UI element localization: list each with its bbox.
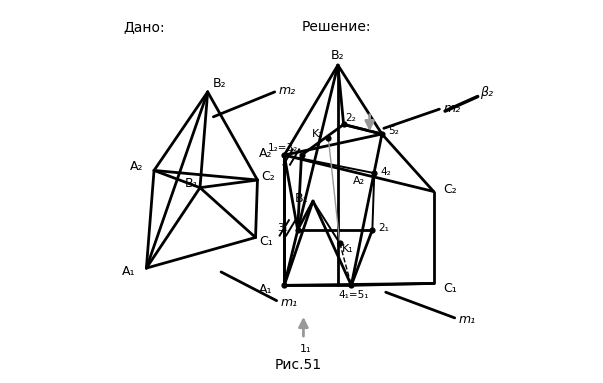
Text: A₂: A₂ xyxy=(259,147,273,160)
Text: K₂: K₂ xyxy=(312,129,324,139)
Text: 3₁: 3₁ xyxy=(277,223,288,233)
Text: Дано:: Дано: xyxy=(124,20,165,34)
Text: 1₁: 1₁ xyxy=(300,344,311,354)
Text: A₁: A₁ xyxy=(259,283,273,296)
Text: m₁: m₁ xyxy=(280,296,297,309)
Text: β₂: β₂ xyxy=(479,86,493,99)
Text: A₂: A₂ xyxy=(353,176,365,186)
Text: B₁: B₁ xyxy=(295,192,308,205)
Text: m₁: m₁ xyxy=(458,313,476,326)
Text: A₂: A₂ xyxy=(130,160,144,173)
Text: C₂: C₂ xyxy=(443,183,457,196)
Text: 2₂: 2₂ xyxy=(346,113,356,123)
Text: 2₁: 2₁ xyxy=(379,223,390,233)
Text: K₁: K₁ xyxy=(342,244,353,254)
Text: B₂: B₂ xyxy=(331,49,345,62)
Text: A₁: A₁ xyxy=(122,265,136,278)
Text: C₂: C₂ xyxy=(261,170,275,183)
Text: C₁: C₁ xyxy=(443,282,457,295)
Text: 4₁=5₁: 4₁=5₁ xyxy=(338,290,368,300)
Text: 4₂: 4₂ xyxy=(380,167,391,177)
Text: B₂: B₂ xyxy=(212,77,226,90)
Text: m₂: m₂ xyxy=(279,83,295,97)
Text: B₁: B₁ xyxy=(185,177,198,190)
Text: Решение:: Решение: xyxy=(302,20,371,34)
Text: C₁: C₁ xyxy=(259,235,273,248)
Text: Рис.51: Рис.51 xyxy=(275,358,322,372)
Text: 5₂: 5₂ xyxy=(388,126,399,136)
Text: m₂: m₂ xyxy=(443,101,460,115)
Text: 1₂=3₂: 1₂=3₂ xyxy=(267,143,298,153)
